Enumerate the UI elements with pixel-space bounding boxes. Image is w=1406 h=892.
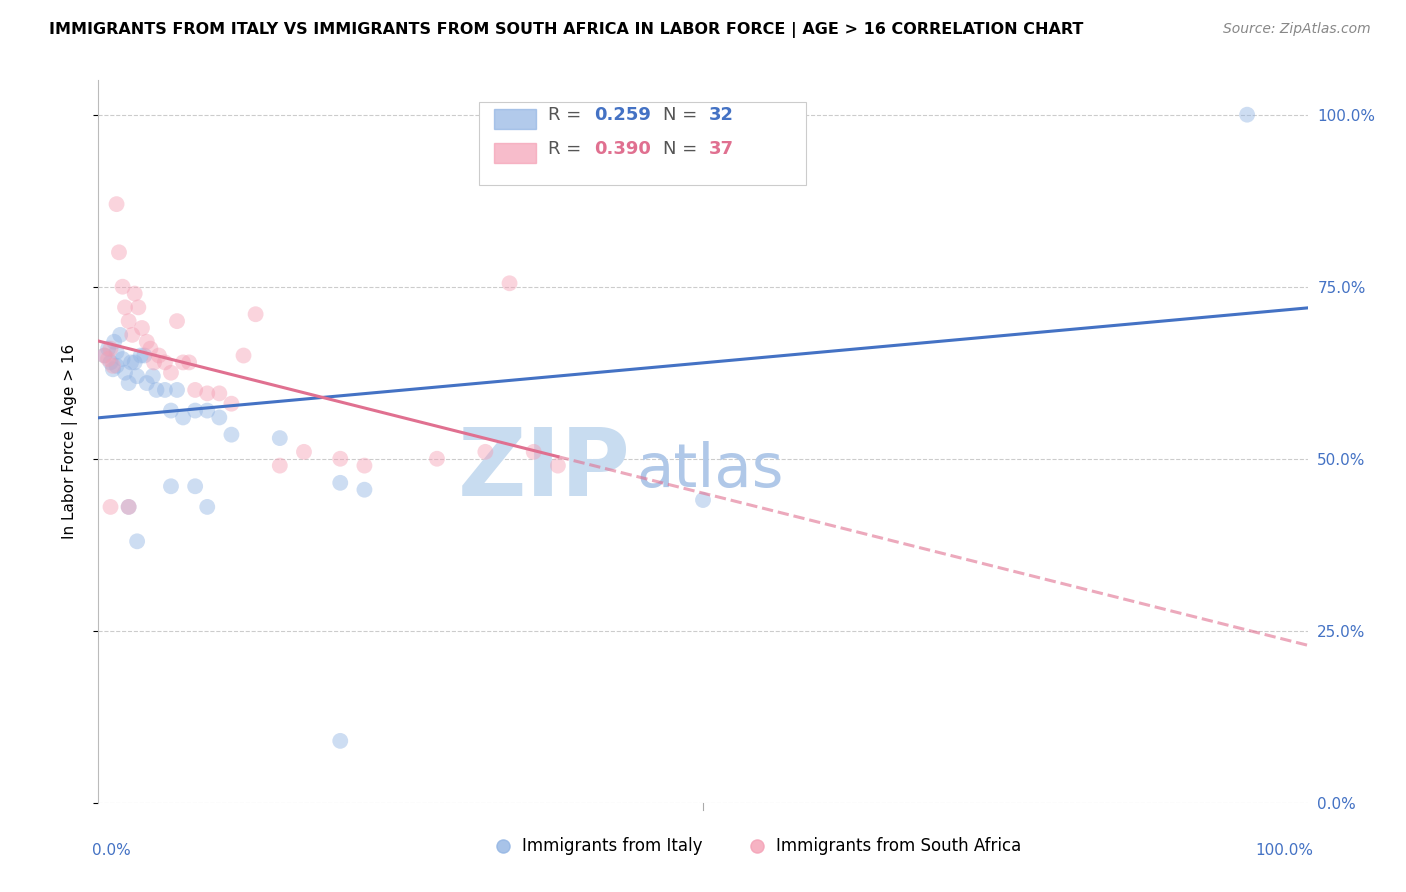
Point	[105, 197, 128, 211]
Point	[172, 410, 194, 425]
Point	[100, 355, 122, 369]
Point	[221, 397, 243, 411]
Point	[195, 403, 218, 417]
Point	[118, 500, 141, 514]
Point	[111, 279, 134, 293]
Text: 100.0%: 100.0%	[1256, 843, 1313, 857]
Point	[221, 427, 243, 442]
Point	[269, 458, 291, 473]
Bar	[494, 109, 536, 129]
Text: 37: 37	[709, 140, 734, 158]
Point	[160, 403, 183, 417]
Point	[353, 458, 375, 473]
Point	[93, 349, 115, 363]
Text: IMMIGRANTS FROM ITALY VS IMMIGRANTS FROM SOUTH AFRICA IN LABOR FORCE | AGE > 16 : IMMIGRANTS FROM ITALY VS IMMIGRANTS FROM…	[49, 22, 1084, 38]
Bar	[479, 102, 806, 185]
Point	[134, 349, 156, 363]
Point	[547, 458, 569, 473]
Point	[129, 349, 152, 363]
Point	[120, 355, 142, 369]
Point	[166, 383, 188, 397]
Point	[269, 431, 291, 445]
Point	[97, 342, 120, 356]
Point	[160, 479, 183, 493]
Point	[692, 493, 714, 508]
Point	[118, 314, 141, 328]
Point	[184, 383, 207, 397]
Text: R =: R =	[548, 106, 588, 124]
Point	[160, 366, 183, 380]
Point	[1236, 108, 1258, 122]
Point	[131, 321, 153, 335]
Point	[121, 327, 143, 342]
Point	[114, 301, 136, 315]
Point	[148, 349, 170, 363]
Text: atlas: atlas	[637, 441, 785, 500]
Point	[474, 445, 496, 459]
Point	[105, 345, 128, 359]
Point	[101, 362, 124, 376]
Point	[208, 410, 231, 425]
Point	[329, 734, 352, 748]
Text: Source: ZipAtlas.com: Source: ZipAtlas.com	[1223, 22, 1371, 37]
Point	[166, 314, 188, 328]
Point	[492, 837, 515, 851]
Point	[195, 386, 218, 401]
Text: 0.0%: 0.0%	[93, 843, 131, 857]
Text: Immigrants from South Africa: Immigrants from South Africa	[776, 838, 1021, 855]
Point	[232, 349, 254, 363]
Text: ZIP: ZIP	[457, 425, 630, 516]
Y-axis label: In Labor Force | Age > 16: In Labor Force | Age > 16	[62, 344, 77, 539]
Text: 0.390: 0.390	[595, 140, 651, 158]
Point	[100, 342, 122, 356]
Text: R =: R =	[548, 140, 588, 158]
Point	[172, 355, 194, 369]
Point	[127, 369, 149, 384]
Point	[118, 500, 141, 514]
Point	[292, 445, 315, 459]
Point	[208, 386, 231, 401]
Point	[124, 286, 146, 301]
Point	[103, 334, 125, 349]
Point	[184, 479, 207, 493]
Point	[426, 451, 449, 466]
Point	[145, 383, 167, 397]
Point	[100, 500, 122, 514]
Point	[245, 307, 267, 321]
Point	[127, 534, 149, 549]
Point	[329, 451, 352, 466]
Point	[118, 376, 141, 390]
Point	[184, 403, 207, 417]
Point	[498, 277, 520, 291]
Point	[747, 837, 769, 851]
Point	[142, 369, 165, 384]
Point	[153, 383, 176, 397]
Point	[111, 351, 134, 366]
Point	[127, 301, 149, 315]
Point	[135, 376, 157, 390]
Point	[108, 245, 131, 260]
Bar	[494, 143, 536, 163]
Point	[108, 327, 131, 342]
Text: 32: 32	[709, 106, 734, 124]
Point	[329, 475, 352, 490]
Point	[179, 355, 201, 369]
Text: Immigrants from Italy: Immigrants from Italy	[522, 838, 702, 855]
Point	[153, 355, 176, 369]
Point	[139, 342, 162, 356]
Text: N =: N =	[664, 106, 703, 124]
Point	[523, 445, 546, 459]
Point	[114, 366, 136, 380]
Point	[101, 359, 124, 373]
Point	[143, 355, 166, 369]
Point	[105, 359, 128, 373]
Text: 0.259: 0.259	[595, 106, 651, 124]
Point	[124, 355, 146, 369]
Point	[353, 483, 375, 497]
Point	[195, 500, 218, 514]
Text: N =: N =	[664, 140, 703, 158]
Point	[97, 351, 120, 366]
Point	[93, 349, 115, 363]
Point	[135, 334, 157, 349]
